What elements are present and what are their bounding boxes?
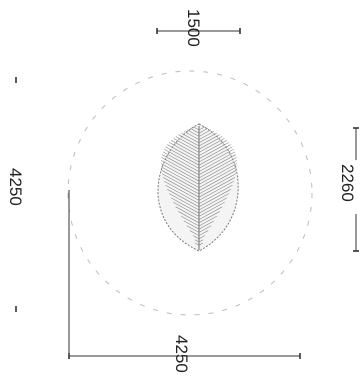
leaf-vein-right	[198, 136, 223, 150]
leaf-vein-right	[198, 220, 215, 230]
leaf-vein-right	[198, 193, 230, 211]
leaf-vein-left	[160, 166, 200, 188]
leaf-vein-right	[198, 132, 217, 144]
leaf-vein-left	[168, 193, 200, 211]
dimension-right: 2260	[338, 127, 359, 252]
leaf-vein-left	[162, 173, 200, 195]
leaf-vein-right	[198, 127, 209, 134]
leaf-vein-right	[198, 166, 238, 188]
leaf-vein-left	[162, 154, 200, 176]
leaf-vein-left	[194, 242, 200, 246]
leaf-vein-left	[168, 142, 200, 160]
leaf-vein-left	[162, 151, 200, 172]
leaf-vein-left	[173, 138, 200, 153]
leaf-vein-right	[198, 225, 212, 233]
leaf-vein-left	[178, 211, 200, 224]
leaf-vein-right	[198, 134, 220, 147]
leaf-vein-left	[173, 202, 200, 217]
leaf-vein-left	[178, 134, 200, 147]
dimension-left-label: 4250	[6, 168, 25, 206]
leaf-veins	[160, 126, 238, 246]
leaf-vein-right	[198, 131, 215, 140]
dimension-top: 1500	[156, 9, 241, 47]
leaf-vein-right	[198, 151, 236, 172]
leaf-vein-right	[198, 144, 231, 163]
leaf-vein-right	[198, 184, 233, 204]
leaf-vein-right	[198, 211, 220, 224]
leaf-vein-right	[198, 235, 206, 240]
leaf-vein-right	[198, 157, 237, 179]
leaf-vein-right	[198, 230, 209, 236]
leaf-vein-left	[162, 177, 200, 198]
leaf-vein-left	[161, 169, 200, 192]
dimension-right-label: 2260	[338, 164, 357, 202]
leaf-vein-left	[194, 239, 200, 243]
leaf-vein-left	[160, 160, 200, 182]
leaf-vein-right	[198, 154, 236, 176]
leaf-vein-right	[198, 173, 236, 195]
leaf-vein-left	[189, 230, 200, 236]
leaf-vein-right	[198, 197, 228, 214]
leaf-vein-left	[167, 189, 200, 208]
leaf-vein-left	[171, 140, 200, 156]
leaf-vein-left	[160, 163, 200, 185]
leaf-vein-left	[186, 225, 200, 233]
dimension-left: 4250	[6, 77, 25, 312]
leaf-vein-right	[198, 206, 223, 220]
leaf-vein-right	[198, 189, 231, 208]
leaf-vein-left	[164, 149, 200, 169]
leaf-vein-left	[183, 220, 200, 230]
leaf-icon	[157, 123, 239, 252]
leaf-vein-right	[198, 126, 206, 131]
leaf-vein-right	[198, 202, 225, 217]
leaf-vein-left	[189, 127, 200, 134]
leaf-vein-left	[192, 235, 200, 240]
leaf-vein-left	[165, 184, 200, 204]
leaf-vein-right	[198, 142, 230, 160]
dimension-top-label: 1500	[184, 9, 203, 47]
leaf-vein-right	[198, 239, 204, 243]
leaf-vein-left	[175, 136, 200, 150]
leaf-vein-right	[198, 177, 236, 198]
leaf-vein-left	[161, 157, 200, 179]
leaf-vein-right	[198, 129, 212, 137]
leaf-outline	[157, 123, 239, 252]
leaf-vein-left	[181, 132, 200, 144]
leaf-vein-left	[186, 129, 200, 137]
dimension-bottom-label: 4250	[172, 335, 191, 373]
leaf-vein-left	[167, 144, 200, 163]
leaf-vein-left	[165, 146, 200, 166]
leaf-vein-left	[164, 180, 200, 201]
leaf-vein-right	[198, 140, 227, 156]
fall-zone-boundary	[67, 70, 313, 316]
leaf-vein-left	[192, 126, 200, 131]
leaf-vein-right	[198, 160, 238, 182]
leaf-vein-right	[198, 138, 225, 153]
leaf-vein-right	[198, 163, 238, 185]
leaf-vein-right	[198, 149, 234, 169]
leaf-vein-left	[170, 197, 200, 214]
leaf-vein-right	[198, 146, 233, 166]
leaf-vein-right	[198, 242, 204, 246]
leaf-vein-right	[198, 180, 234, 201]
leaf-vein-left	[183, 131, 200, 140]
leaf-vein-left	[175, 206, 200, 220]
leaf-vein-right	[198, 215, 218, 227]
leaf-vein-right	[198, 169, 237, 192]
dimension-bottom: 4250	[68, 190, 301, 373]
leaf-vein-left	[180, 215, 200, 227]
